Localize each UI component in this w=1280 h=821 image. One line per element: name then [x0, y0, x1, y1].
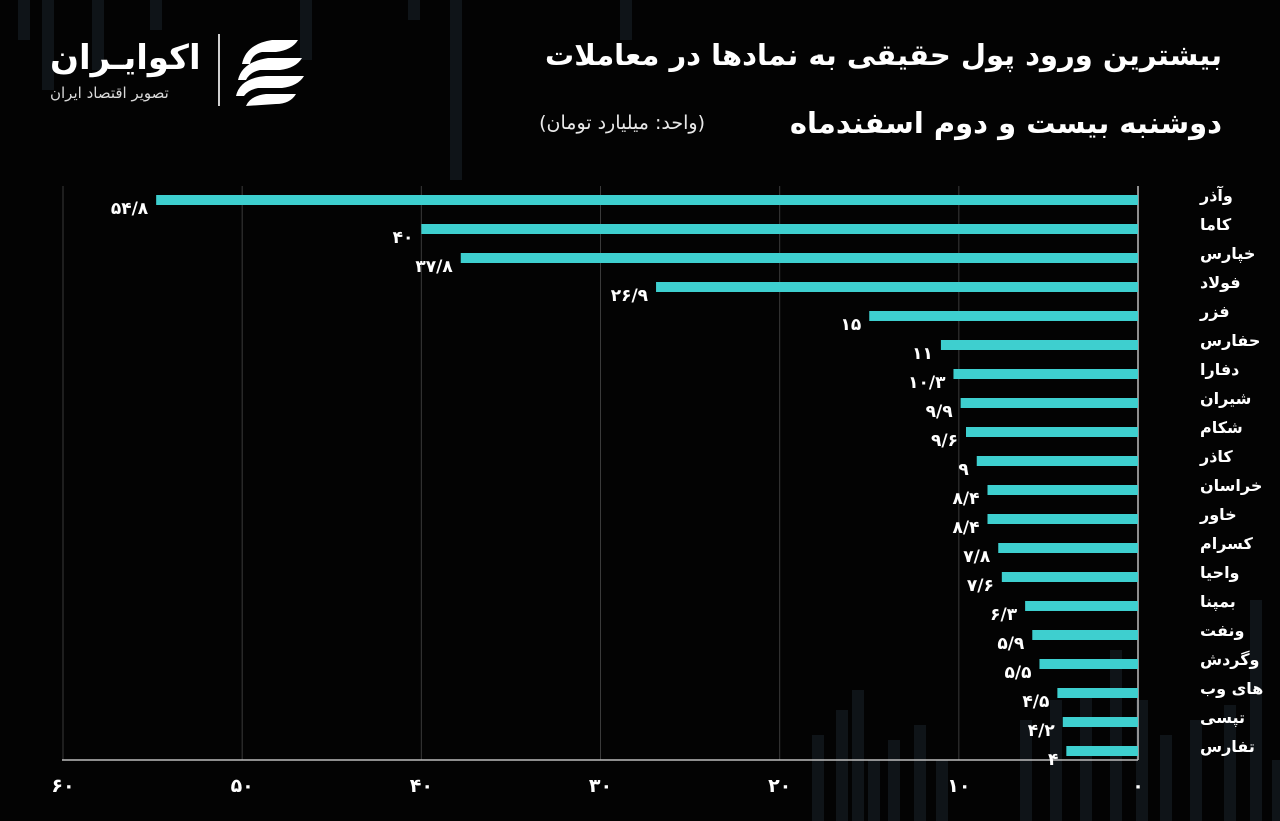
value-label: ۲۶/۹	[611, 286, 649, 306]
bar	[656, 282, 1138, 292]
x-tick-label: ۱۰	[947, 775, 970, 797]
bar	[987, 485, 1138, 495]
logo-icon	[236, 40, 304, 106]
category-label: فولاد	[1200, 273, 1241, 292]
bg-candle	[936, 760, 948, 821]
category-label: کاما	[1200, 215, 1232, 234]
x-tick-label: ۴۰	[410, 775, 433, 797]
bg-candle	[914, 725, 926, 821]
category-label: شیران	[1200, 389, 1251, 408]
value-label: ۶/۳	[990, 605, 1018, 625]
value-label: ۴	[1048, 750, 1058, 770]
value-label: ۹	[958, 460, 969, 480]
chart-subtitle: دوشنبه بیست و دوم اسفندماه	[789, 106, 1222, 140]
category-label: بمپنا	[1200, 592, 1236, 612]
logo-divider	[218, 34, 220, 106]
bg-candle	[1224, 705, 1236, 821]
bar	[421, 224, 1138, 234]
category-label: واحیا	[1200, 563, 1240, 582]
category-label: کسرام	[1200, 534, 1253, 553]
logo-wordmark: اکوایـران	[50, 38, 201, 78]
category-label: حفارس	[1200, 331, 1260, 350]
bar	[1001, 572, 1138, 582]
bar	[156, 195, 1138, 205]
value-label: ۸/۴	[953, 518, 980, 538]
value-label: ۴۰	[393, 228, 414, 248]
bar	[953, 369, 1138, 379]
bg-candle	[450, 0, 462, 180]
value-label: ۹/۶	[931, 431, 958, 451]
value-label: ۱۱	[912, 344, 933, 364]
bg-candle	[1020, 720, 1032, 821]
bg-candle	[1190, 720, 1202, 821]
x-tick-label: ۶۰	[51, 775, 74, 797]
bg-candle	[852, 690, 864, 821]
bar	[960, 398, 1138, 408]
bar	[1062, 717, 1138, 727]
bg-candle	[150, 0, 162, 30]
category-label: خاور	[1199, 505, 1237, 524]
bar	[998, 543, 1138, 553]
value-label: ۴/۵	[1022, 692, 1049, 712]
chart-title: بیشترین ورود پول حقیقی به نمادها در معام…	[545, 38, 1222, 72]
category-label: شکام	[1200, 418, 1243, 437]
bar	[966, 427, 1138, 437]
value-label: ۵/۵	[1004, 663, 1031, 683]
category-label: تفارس	[1200, 737, 1255, 756]
category-label: تپسی	[1200, 708, 1245, 728]
value-label: ۷/۶	[967, 576, 994, 596]
bar	[976, 456, 1138, 466]
unit-note: (واحد: میلیارد تومان)	[539, 112, 705, 134]
bg-candle	[1160, 735, 1172, 821]
bg-candle	[812, 735, 824, 821]
x-tick-label: ۵۰	[231, 775, 254, 797]
bg-candle	[1250, 600, 1262, 821]
bar	[460, 253, 1138, 263]
bg-candle	[408, 0, 420, 20]
category-label: دفارا	[1200, 360, 1239, 379]
bg-candle	[1272, 760, 1280, 821]
bg-candle	[42, 0, 54, 90]
category-label: خراسان	[1200, 476, 1262, 495]
bg-candle	[18, 0, 30, 40]
category-label: کاذر	[1199, 447, 1233, 466]
value-label: ۸/۴	[953, 489, 980, 509]
bg-candle	[868, 760, 880, 821]
bar	[1039, 659, 1138, 669]
bg-candle	[92, 0, 104, 70]
logo-tagline: تصویر اقتصاد ایران	[50, 84, 169, 102]
bar	[987, 514, 1138, 524]
bg-candle	[1136, 700, 1148, 821]
value-label: ۱۰/۳	[908, 373, 946, 393]
x-tick-label: ۲۰	[768, 775, 791, 797]
category-label: فزر	[1199, 302, 1230, 321]
x-tick-label: ۰	[1132, 775, 1144, 797]
bg-candle	[836, 710, 848, 821]
category-label: وگردش	[1200, 650, 1260, 669]
value-label: ۳۷/۸	[415, 257, 453, 277]
value-label: ۵۴/۸	[111, 199, 149, 219]
x-tick-label: ۳۰	[589, 775, 612, 797]
bar	[1057, 688, 1138, 698]
category-label: وآذر	[1199, 185, 1233, 205]
value-label: ۹/۹	[926, 402, 954, 422]
value-label: ۴/۲	[1028, 721, 1056, 741]
bar	[1066, 746, 1138, 756]
category-label: خپارس	[1200, 244, 1255, 264]
category-label: ونفت	[1200, 621, 1244, 640]
bg-candle	[300, 0, 312, 60]
bar	[869, 311, 1138, 321]
bar	[1032, 630, 1138, 640]
value-label: ۵/۹	[997, 634, 1025, 654]
value-label: ۱۵	[840, 315, 861, 335]
value-label: ۷/۸	[963, 547, 991, 567]
bar	[940, 340, 1138, 350]
category-label: های وب	[1200, 679, 1263, 698]
bar	[1025, 601, 1138, 611]
bg-candle	[620, 0, 632, 40]
